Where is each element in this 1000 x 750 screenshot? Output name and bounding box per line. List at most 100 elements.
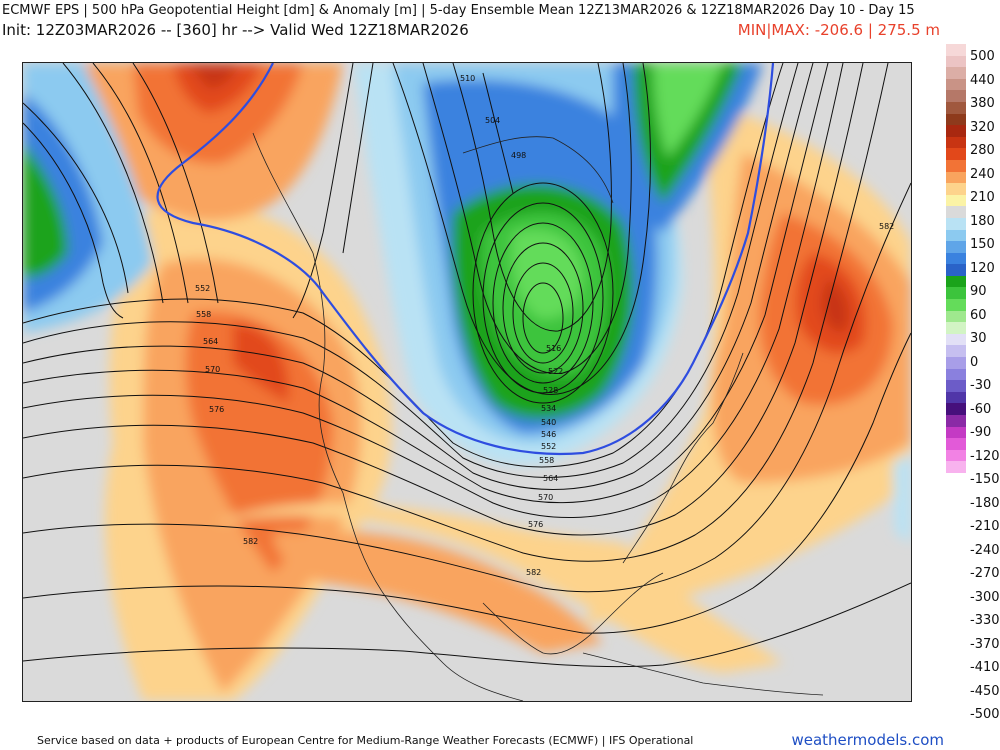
color-bar-swatch <box>946 461 966 473</box>
color-bar-swatch <box>946 264 966 276</box>
color-bar-swatch <box>946 171 966 184</box>
contour-label: 582 <box>879 222 894 231</box>
contour-label: 552 <box>195 284 210 293</box>
anomaly-map: 510 504 498 552 558 564 570 576 582 516 … <box>22 62 912 702</box>
color-bar-swatch <box>946 125 966 137</box>
contour-label: 564 <box>203 337 218 346</box>
contour-label: 534 <box>541 404 556 413</box>
color-bar-swatch <box>946 415 966 427</box>
contour-label: 558 <box>196 310 211 319</box>
color-bar-label: 380 <box>970 96 995 111</box>
color-bar-label: -450 <box>970 683 1000 699</box>
color-bar-swatch <box>946 194 966 207</box>
contour-label: 546 <box>541 430 556 439</box>
color-bar-label: -300 <box>970 589 1000 605</box>
coastlines <box>252 132 824 701</box>
init-valid-line: Init: 12Z03MAR2026 -- [360] hr --> Valid… <box>2 21 469 39</box>
color-bar-swatch <box>946 391 966 404</box>
color-bar-swatch <box>946 217 966 230</box>
color-bar-swatch <box>946 148 966 160</box>
color-bar-swatch <box>946 275 966 288</box>
color-bar-swatch <box>946 136 966 149</box>
color-bar-label: -150 <box>970 472 1000 487</box>
color-bar-label: 440 <box>970 72 995 88</box>
color-bar-swatch <box>946 322 966 334</box>
reference-line <box>156 63 775 456</box>
brand-link[interactable]: weathermodels.com <box>791 731 944 749</box>
color-bar-label: 320 <box>970 119 995 135</box>
color-bar-swatch <box>946 206 966 218</box>
color-bar <box>946 44 966 473</box>
contour-label: 576 <box>209 405 224 414</box>
color-bar-swatch <box>946 78 966 91</box>
color-bar-label: 90 <box>970 284 987 299</box>
color-bar-swatch <box>946 345 966 358</box>
color-bar-swatch <box>946 299 966 311</box>
color-bar-label: -410 <box>970 660 1000 675</box>
anomaly-map-svg: 510 504 498 552 558 564 570 576 582 516 … <box>23 63 911 701</box>
color-bar-label: -60 <box>970 401 992 417</box>
color-bar-label: -240 <box>970 542 1000 558</box>
color-bar-swatch <box>946 55 966 68</box>
color-bar-swatch <box>946 333 966 346</box>
contour-label: 570 <box>538 493 553 502</box>
contour-label: 564 <box>543 474 558 483</box>
contour-label: 558 <box>539 456 554 465</box>
color-bar-swatch <box>946 241 966 253</box>
color-bar-swatch <box>946 44 966 56</box>
color-bar-label: -500 <box>970 707 1000 722</box>
min-max-readout: MIN|MAX: -206.6 | 275.5 m <box>737 21 940 39</box>
color-bar-label: 30 <box>970 331 987 346</box>
contour-label: 522 <box>548 367 563 376</box>
color-bar-swatch <box>946 183 966 195</box>
color-bar-label: -330 <box>970 613 1000 628</box>
color-bar-swatch <box>946 229 966 242</box>
color-bar-label: 500 <box>970 49 995 64</box>
color-bar-swatch <box>946 310 966 323</box>
contour-label: 498 <box>511 151 526 160</box>
color-bar-swatch <box>946 403 966 415</box>
contour-label: 582 <box>526 568 541 577</box>
data-credit: Service based on data + products of Euro… <box>37 734 694 747</box>
color-bar-label: 120 <box>970 260 995 276</box>
color-bar-label: 240 <box>970 166 995 182</box>
color-bar-label: 0 <box>970 354 979 370</box>
contour-labels: 510 504 498 552 558 564 570 576 582 516 … <box>195 74 894 577</box>
color-bar-swatch <box>946 380 966 392</box>
color-bar-swatch <box>946 449 966 462</box>
color-bar-label: 210 <box>970 190 995 205</box>
color-bar-swatch <box>946 113 966 126</box>
contour-label: 576 <box>528 520 543 529</box>
map-title: ECMWF EPS | 500 hPa Geopotential Height … <box>2 3 915 18</box>
color-bar-swatch <box>946 287 966 300</box>
color-bar-label: -30 <box>970 378 992 393</box>
color-bar-swatch <box>946 368 966 381</box>
color-bar-label: -270 <box>970 566 1000 581</box>
contour-label: 582 <box>243 537 258 546</box>
color-bar-swatch <box>946 90 966 102</box>
color-bar-swatch <box>946 159 966 172</box>
color-bar-swatch <box>946 438 966 450</box>
color-bar-label: 60 <box>970 307 987 323</box>
contour-label: 516 <box>546 344 561 353</box>
contour-label: 528 <box>543 386 558 395</box>
color-bar-label: -370 <box>970 636 1000 652</box>
color-bar-label: -180 <box>970 495 1000 511</box>
contour-label: 552 <box>541 442 556 451</box>
color-bar-swatch <box>946 252 966 265</box>
color-bar-swatch <box>946 357 966 369</box>
color-bar-label: 150 <box>970 237 995 252</box>
height-contours <box>23 63 911 668</box>
contour-label: 570 <box>205 365 220 374</box>
color-bar-label: -210 <box>970 519 1000 534</box>
color-bar-swatch <box>946 426 966 439</box>
contour-label: 504 <box>485 116 500 125</box>
color-bar-label: 280 <box>970 143 995 158</box>
color-bar-swatch <box>946 101 966 114</box>
color-bar-label: -120 <box>970 448 1000 464</box>
contour-label: 540 <box>541 418 556 427</box>
color-bar-swatch <box>946 67 966 79</box>
contour-label: 510 <box>460 74 475 83</box>
color-bar-label: -90 <box>970 425 992 440</box>
color-bar-label: 180 <box>970 213 995 229</box>
